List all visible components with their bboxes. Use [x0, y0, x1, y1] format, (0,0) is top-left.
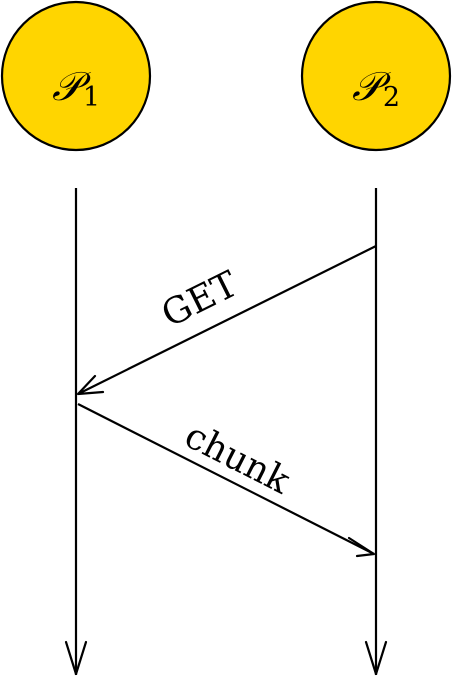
- participant-2: 𝒫2: [300, 0, 452, 152]
- lifeline-1: [64, 188, 88, 676]
- participant-1-circle: [0, 0, 152, 152]
- participant-1: 𝒫1: [0, 0, 152, 152]
- message-get: GET: [76, 245, 377, 396]
- lifeline-1-arrowhead: [64, 640, 88, 676]
- message-get-arrowhead: [76, 374, 105, 396]
- message-chunk-line: [77, 403, 375, 555]
- lifeline-2: [364, 188, 388, 676]
- message-chunk-arrowhead: [347, 536, 376, 558]
- message-get-label: GET: [155, 264, 244, 336]
- message-chunk-label: chunk: [178, 415, 297, 503]
- lifeline-2-arrowhead: [364, 640, 388, 676]
- message-chunk: chunk: [77, 403, 376, 558]
- participant-2-circle: [300, 0, 452, 152]
- participant-2-subscript: 2: [383, 82, 400, 113]
- message-get-line: [77, 245, 377, 395]
- participant-1-subscript: 1: [83, 82, 100, 113]
